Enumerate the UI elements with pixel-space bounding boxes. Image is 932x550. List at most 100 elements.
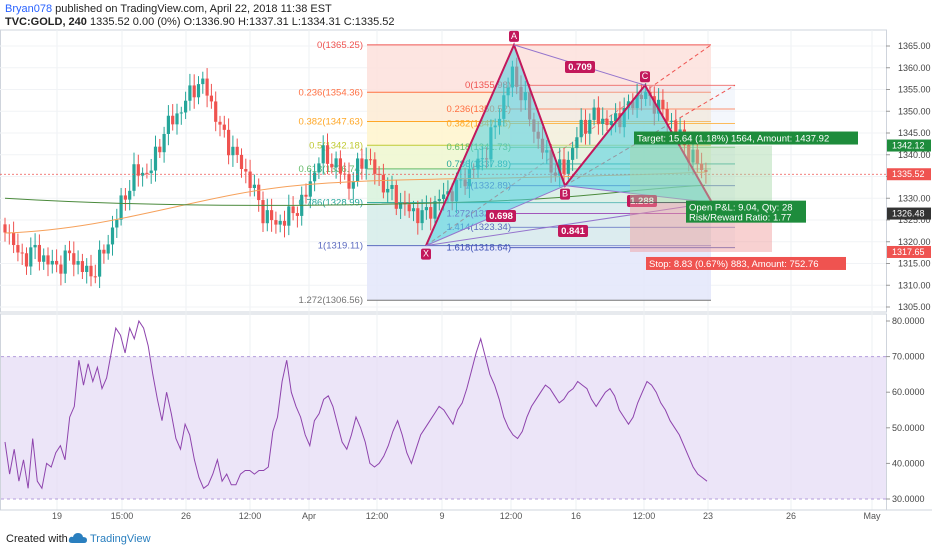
candle-body — [3, 224, 7, 233]
fib-level-label: 0.786(1328.99) — [299, 198, 363, 209]
symbol-line: TVC:GOLD, 240 1335.52 0.00 (0%) O:1336.9… — [5, 16, 395, 28]
price-axis-label: 1325.00 — [898, 215, 931, 225]
stop-label: Stop: 8.83 (0.67%) 883, Amount: 752.76 — [649, 259, 819, 270]
chart-header: Bryan078 published on TradingView.com, A… — [0, 0, 932, 30]
candle-body — [583, 119, 588, 134]
candle-body — [596, 107, 600, 125]
pattern-point-label: A — [511, 31, 517, 41]
candle-body — [614, 113, 618, 122]
candle-body — [661, 99, 665, 110]
candle-body — [377, 173, 381, 175]
candle-body — [390, 185, 394, 189]
rsi-axis-label: 50.0000 — [892, 423, 925, 433]
candle-body — [330, 163, 334, 168]
author-link[interactable]: Bryan078 — [5, 3, 53, 15]
price-axis-label: 1345.00 — [898, 128, 931, 138]
target-label-bg — [634, 131, 858, 145]
candle-body — [20, 252, 24, 254]
candle-body — [700, 163, 704, 170]
candle-body — [407, 204, 411, 212]
candle-body — [72, 253, 76, 265]
rsi-axis-label: 70.0000 — [892, 352, 925, 362]
candle-body — [145, 172, 149, 174]
price-axis-label: 1355.00 — [898, 85, 931, 95]
time-axis-label: 12:00 — [500, 511, 523, 521]
candle-body — [55, 260, 59, 265]
price-badge — [887, 139, 931, 152]
candle-body — [179, 112, 183, 114]
candle-body — [338, 158, 342, 174]
tradingview-logo-text[interactable]: TradingView — [90, 533, 151, 545]
candle-body — [50, 260, 54, 265]
inner-fib-zone — [510, 213, 735, 228]
candle-body — [248, 171, 252, 188]
fib-level-label: 0.618(1336.74) — [299, 164, 363, 175]
candle-body — [149, 170, 153, 174]
ratio-label: 0.709 — [568, 62, 592, 73]
price-badge-label: 1317.65 — [892, 247, 925, 257]
candle-body — [153, 146, 158, 171]
fib-level-label: 0.236(1354.36) — [299, 87, 363, 98]
candle-body — [171, 115, 175, 125]
price-badge-label: 1335.52 — [892, 169, 925, 179]
candle-body — [601, 118, 605, 125]
candle-body — [351, 181, 355, 189]
pattern-triangle-xab — [426, 44, 565, 246]
rsi-pane — [1, 319, 886, 500]
candle-body — [424, 207, 428, 211]
candle-body — [89, 265, 93, 277]
candle-body — [184, 100, 188, 113]
pnl-label: Open P&L: 9.04, Qty: 28 — [689, 203, 793, 214]
rsi-line — [4, 319, 708, 490]
candle-body — [132, 164, 136, 191]
candle-body — [313, 172, 317, 182]
pattern-point-badge — [421, 248, 431, 260]
fib-level-label: 1(1319.11) — [318, 241, 363, 252]
pattern-bd-line — [564, 185, 713, 204]
candle-body — [80, 261, 84, 272]
inner-fib-zone — [510, 85, 735, 109]
pattern-point-label: X — [423, 249, 429, 259]
candle-body — [325, 145, 330, 164]
candle-body — [98, 249, 102, 277]
candle-body — [274, 220, 278, 225]
rsi-axis-label: 30.0000 — [892, 494, 925, 504]
candle-body — [188, 85, 192, 101]
candle-body — [67, 250, 72, 254]
candle-body — [558, 159, 562, 176]
candle-body — [588, 119, 592, 134]
candle-body — [442, 194, 446, 199]
candle-body — [566, 159, 570, 174]
pattern-point-badge — [640, 71, 650, 83]
candle-body — [429, 207, 433, 219]
price-axis-label: 1330.00 — [898, 193, 931, 203]
candle-body — [93, 276, 97, 278]
publish-info: published on TradingView.com, April 22, … — [55, 3, 332, 15]
inner-fib-label: 0(1355.98) — [465, 80, 511, 91]
risk-reward-label: Risk/Reward Ratio: 1.77 — [689, 213, 791, 224]
candle-body — [12, 232, 16, 246]
candle-body — [364, 159, 368, 169]
candle-body — [347, 174, 351, 189]
candle-body — [231, 146, 235, 156]
candle-body — [33, 244, 37, 248]
candle-body — [110, 227, 115, 245]
time-axis-label: 9 — [439, 511, 444, 521]
candle-body — [270, 210, 274, 221]
rsi-band — [1, 356, 886, 499]
candle-body — [59, 264, 63, 274]
candle-body — [16, 245, 20, 253]
inner-fib-label: 0.236(1350.52) — [447, 104, 511, 115]
candle-body — [37, 244, 41, 262]
price-axis-label: 1350.00 — [898, 106, 931, 116]
rsi-axis-label: 40.0000 — [892, 458, 925, 468]
fib-level-label: 1.272(1306.56) — [299, 295, 363, 306]
pattern-point-badge — [509, 30, 519, 42]
candle-body — [222, 124, 226, 130]
ohlc-quote: 1335.52 0.00 (0%) O:1336.90 H:1337.31 L:… — [89, 16, 395, 28]
price-badge-label: 1326.48 — [892, 209, 925, 219]
price-axis-label: 1365.00 — [898, 41, 931, 51]
candle-body — [420, 210, 424, 224]
